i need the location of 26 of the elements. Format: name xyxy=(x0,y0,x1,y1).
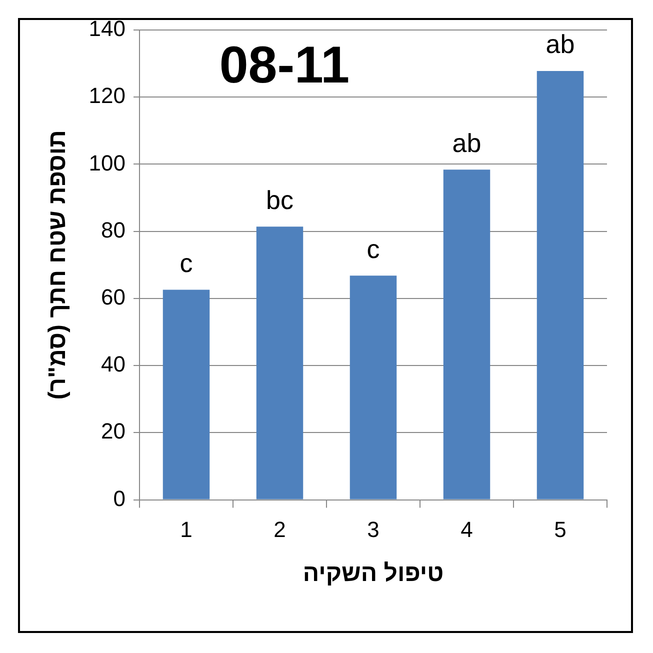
x-tick-label: 3 xyxy=(367,517,380,542)
y-tick-label: 140 xyxy=(88,16,126,42)
x-tick-label: 5 xyxy=(554,517,566,542)
y-tick-label: 80 xyxy=(101,217,126,242)
y-axis-title: תוספת שטח חתך (סמ"ר) xyxy=(44,130,72,400)
bar xyxy=(350,276,397,500)
chart-title: 08-11 xyxy=(219,36,350,94)
y-tick-label: 0 xyxy=(113,486,126,511)
annotation: ab xyxy=(452,128,482,158)
bar xyxy=(162,290,210,500)
x-tick-label: 4 xyxy=(460,517,473,542)
annotation: ab xyxy=(546,29,575,60)
y-tick-label: 60 xyxy=(101,284,126,310)
y-tick-label: 40 xyxy=(101,352,126,377)
x-axis-title: טיפול השקיה xyxy=(302,560,444,588)
bar xyxy=(536,70,584,500)
y-tick-label: 100 xyxy=(88,150,126,176)
x-tick-label: 2 xyxy=(274,517,286,542)
annotation: c xyxy=(180,248,193,278)
annotation: bc xyxy=(266,184,294,215)
annotation: c xyxy=(366,234,380,264)
bar xyxy=(256,226,304,500)
x-tick-label: 1 xyxy=(180,517,192,542)
bar xyxy=(443,170,490,500)
y-tick-label: 20 xyxy=(101,418,126,444)
y-tick-label: 120 xyxy=(88,83,126,108)
